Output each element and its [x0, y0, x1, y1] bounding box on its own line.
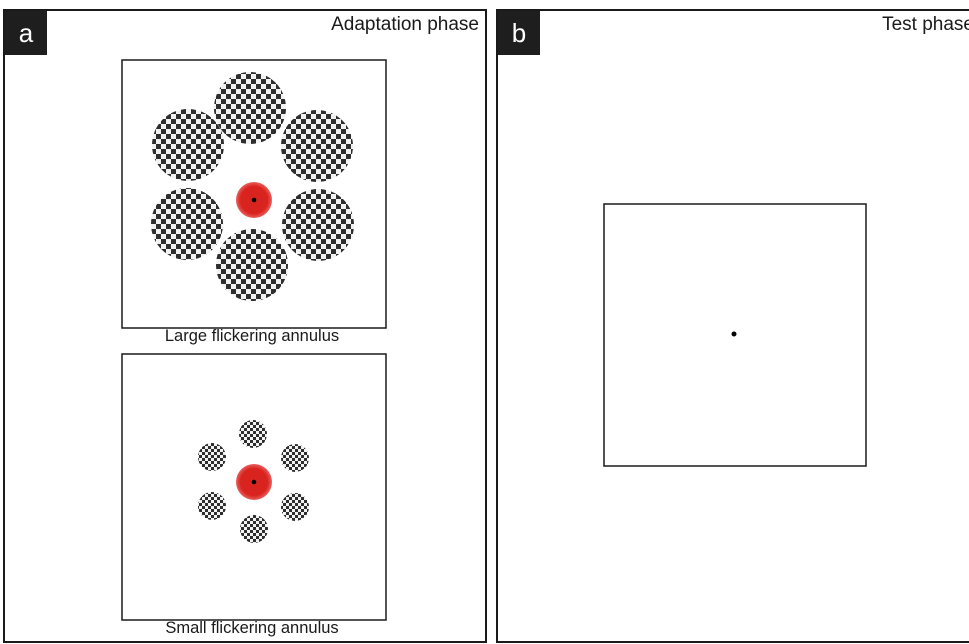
fixation-dot	[731, 331, 737, 337]
large-annulus-stimulus	[121, 59, 387, 329]
checker-disc	[240, 515, 268, 543]
large-annulus-caption: Large flickering annulus	[164, 327, 340, 345]
adaptation-phase-label: Adaptation phase	[331, 14, 479, 35]
test-phase-panel: b Test phase	[496, 9, 969, 643]
checker-disc	[281, 444, 309, 472]
checker-disc	[281, 493, 309, 521]
checker-disc	[281, 110, 353, 182]
fixation-dot	[251, 479, 257, 485]
checker-disc	[152, 109, 224, 181]
checker-disc	[282, 189, 354, 261]
checker-disc	[239, 420, 267, 448]
small-annulus-stimulus	[121, 353, 387, 621]
small-annulus-caption: Small flickering annulus	[165, 619, 339, 637]
checker-disc	[198, 443, 226, 471]
checker-disc	[198, 492, 226, 520]
panel-letter-a: a	[5, 11, 47, 55]
fixation-dot	[251, 197, 257, 203]
checker-disc	[151, 188, 223, 260]
adaptation-phase-panel: a Adaptation phase Large flickering annu…	[3, 9, 487, 643]
panel-letter-b: b	[498, 11, 540, 55]
checker-disc	[214, 72, 286, 144]
test-stimulus	[603, 203, 867, 467]
checker-disc	[216, 229, 288, 301]
test-phase-label: Test phase	[882, 14, 969, 35]
